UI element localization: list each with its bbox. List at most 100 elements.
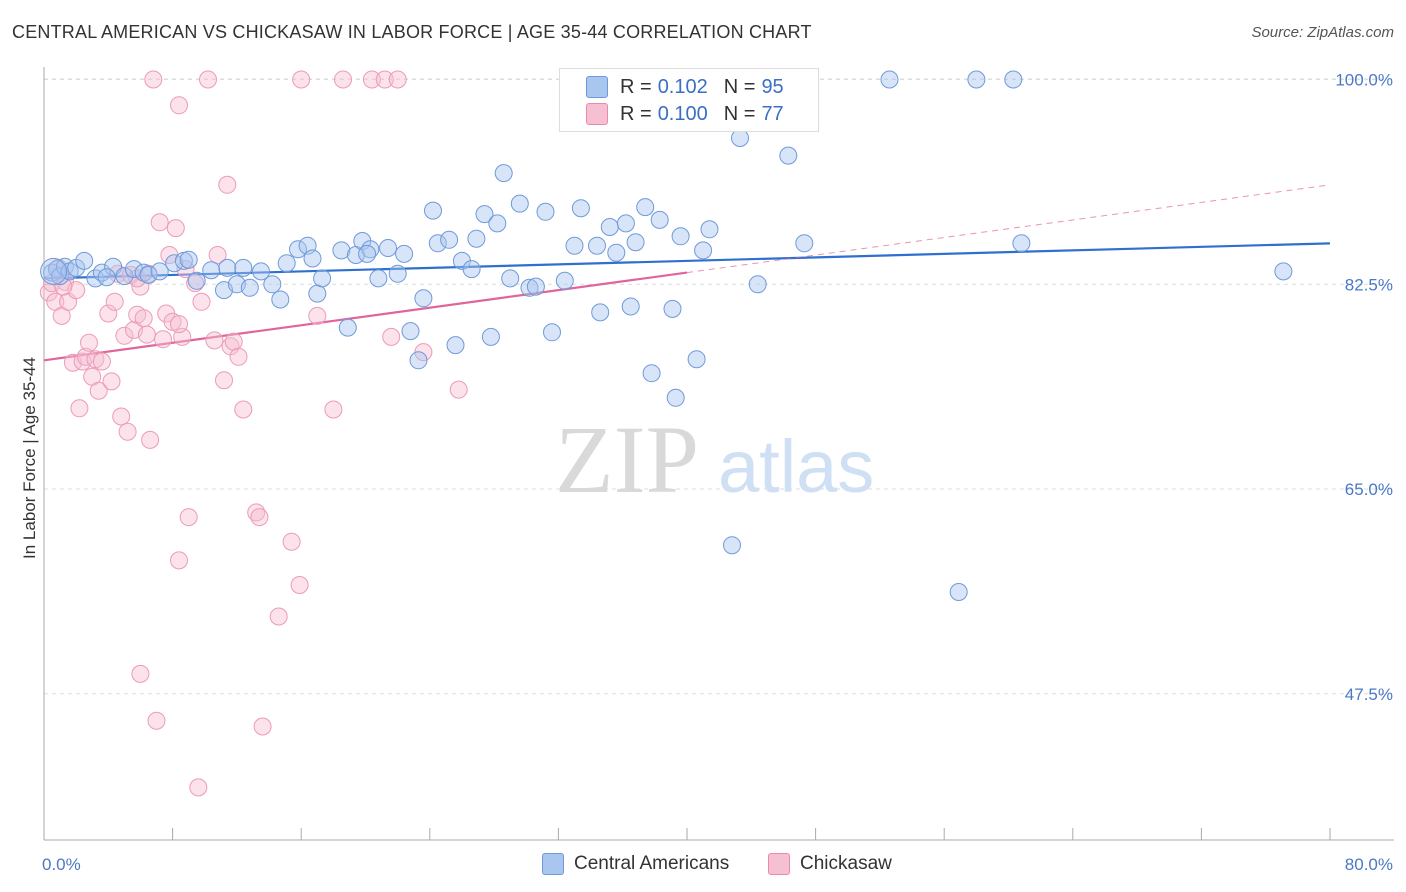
trend-lines [43, 184, 1331, 362]
central-americans-point [446, 336, 465, 355]
central-americans-point [536, 202, 555, 221]
chickasaw-point [105, 292, 124, 311]
chickasaw-point [102, 372, 121, 391]
central-americans-point [240, 278, 259, 297]
legend-n-value: 95 [761, 75, 784, 98]
central-americans-point [555, 271, 574, 290]
central-americans-point [1004, 70, 1023, 89]
central-americans-point [313, 269, 332, 288]
central-americans-point [616, 214, 635, 233]
chickasaw-point [118, 422, 137, 441]
trend-line-central-americans [43, 242, 1331, 280]
central-americans-point [134, 263, 153, 282]
central-americans-point [663, 299, 682, 318]
chickasaw-point [205, 331, 224, 350]
chickasaw-point [112, 407, 131, 426]
central-americans-point [949, 583, 968, 601]
central-americans-point [475, 205, 494, 224]
chickasaw-point [134, 309, 153, 328]
chickasaw-point [166, 219, 185, 238]
chickasaw-point [89, 381, 108, 400]
trend-line-extension [686, 184, 1331, 274]
central-americans-point [607, 243, 626, 262]
central-americans-point [271, 290, 290, 309]
chart-source: Source: ZipAtlas.com [1251, 24, 1394, 41]
central-americans-point [481, 327, 500, 346]
central-americans-point [409, 351, 428, 370]
central-americans-point [369, 269, 388, 288]
chickasaw-point [170, 551, 188, 570]
legend-r-value: 0.100 [657, 102, 708, 125]
chickasaw-point [250, 508, 269, 527]
central-americans-point [795, 234, 814, 253]
y-tick-label: 65.0% [1345, 480, 1393, 499]
central-americans-point [75, 251, 94, 270]
central-americans-point [731, 129, 749, 147]
central-americans-point [379, 239, 397, 257]
central-americans-point [358, 244, 377, 263]
chickasaw-point [234, 400, 253, 419]
y-axis-title: In Labor Force | Age 35-44 [20, 357, 39, 559]
chickasaw-point [192, 292, 211, 311]
chickasaw-point [80, 333, 98, 352]
central-americans-point [650, 210, 669, 229]
chickasaw-point [282, 532, 301, 551]
central-americans-point [388, 264, 407, 283]
legend-n-label: N = [723, 102, 756, 125]
chickasaw-point [150, 213, 169, 232]
central-americans-point [263, 275, 282, 294]
chickasaw-point [224, 332, 243, 351]
watermark-zip: ZIP [555, 406, 699, 513]
central-americans-point [289, 240, 307, 259]
chickasaw-point [179, 508, 198, 527]
bottom-legend-chickasaw: Chickasaw [768, 850, 892, 878]
central-americans-point [202, 261, 221, 280]
central-americans-point [621, 297, 640, 316]
chickasaw-point [131, 664, 150, 683]
chickasaw-point [137, 325, 156, 344]
axes [43, 67, 1394, 841]
central-americans-point [880, 70, 899, 89]
legend: R = 0.102 N = 95 R = 0.100 N = 77 [559, 68, 819, 132]
y-tick-label: 100.0% [1335, 71, 1393, 90]
legend-r-label: R = [620, 102, 652, 125]
central-americans-point [179, 250, 198, 269]
bottom-legend-swatch [768, 853, 790, 875]
chickasaw-point [324, 400, 343, 419]
central-americans-point [218, 258, 237, 277]
central-americans-point [424, 201, 442, 220]
central-americans-point [440, 230, 459, 249]
legend-row-chickasaw: R = 0.100 N = 77 [586, 100, 784, 128]
central-americans-point [543, 323, 561, 342]
central-americans-point [671, 227, 690, 246]
central-americans-point [588, 236, 606, 255]
central-americans-point [40, 257, 68, 285]
bottom-legend-central-americans: Central Americans [542, 850, 729, 878]
central-americans-point [666, 388, 685, 407]
chickasaw-point [147, 711, 166, 730]
central-americans-point [723, 536, 741, 555]
central-americans-point [303, 249, 322, 268]
central-americans-point [642, 364, 661, 383]
data-points [39, 70, 1293, 797]
chickasaw-point [292, 70, 311, 89]
trend-line-chickasaw [43, 271, 688, 362]
central-americans-point [332, 241, 351, 260]
y-tick-label: 47.5% [1345, 685, 1393, 704]
watermark: ZIP atlas [555, 406, 874, 513]
central-americans-point [494, 164, 513, 183]
chickasaw-point [141, 430, 160, 449]
central-americans-point [694, 241, 713, 260]
chickasaw-point [208, 246, 227, 264]
chickasaw-point [92, 352, 111, 371]
chickasaw-point [115, 326, 134, 345]
legend-swatch-central-americans [586, 76, 608, 98]
central-americans-point [395, 244, 414, 263]
bottom-legend-swatch [542, 853, 564, 875]
central-americans-point [520, 278, 539, 297]
legend-n-label: N = [723, 75, 756, 98]
chickasaw-point [189, 778, 208, 797]
chickasaw-point [375, 70, 394, 89]
central-americans-point [115, 267, 134, 286]
y-tick-label: 82.5% [1345, 275, 1393, 294]
